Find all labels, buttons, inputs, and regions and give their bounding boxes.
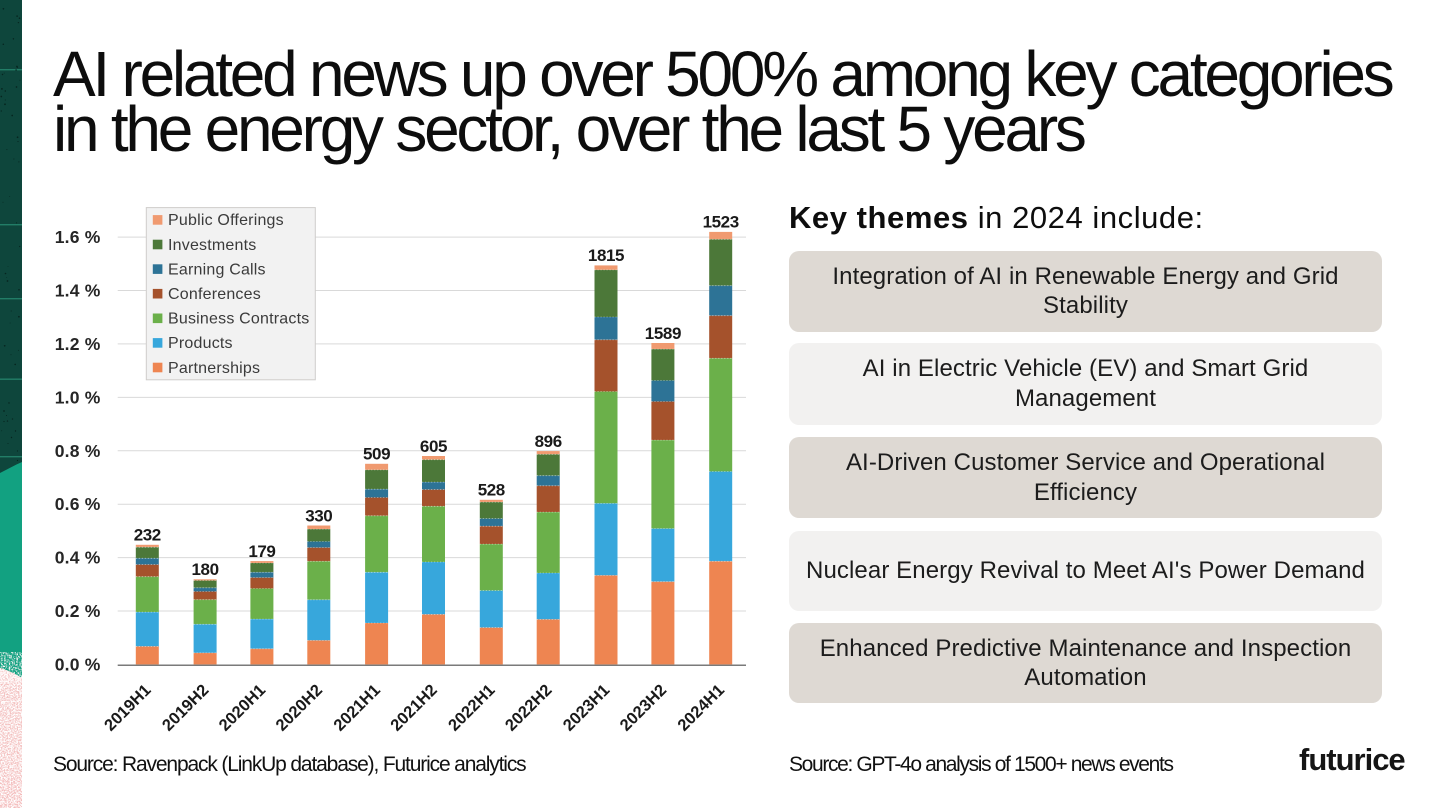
svg-text:Partnerships: Partnerships: [168, 360, 260, 377]
svg-text:Conferences: Conferences: [168, 286, 261, 303]
svg-text:180: 180: [192, 560, 219, 579]
svg-text:2022H1: 2022H1: [445, 681, 499, 735]
svg-text:2023H1: 2023H1: [560, 681, 614, 735]
svg-text:1.4 %: 1.4 %: [55, 281, 101, 301]
svg-text:2022H2: 2022H2: [502, 681, 556, 735]
svg-text:0.2 %: 0.2 %: [55, 601, 101, 621]
svg-text:2019H2: 2019H2: [159, 681, 213, 735]
svg-text:Public Offerings: Public Offerings: [168, 212, 284, 229]
svg-text:528: 528: [478, 481, 505, 500]
svg-text:Earning Calls: Earning Calls: [168, 261, 266, 278]
svg-text:1.6 %: 1.6 %: [55, 227, 101, 247]
svg-text:1589: 1589: [645, 324, 681, 343]
svg-text:0.4 %: 0.4 %: [55, 548, 101, 568]
svg-text:2021H2: 2021H2: [387, 681, 441, 735]
svg-text:1.2 %: 1.2 %: [55, 334, 101, 354]
svg-text:2023H2: 2023H2: [617, 681, 671, 735]
svg-text:2020H1: 2020H1: [216, 681, 270, 735]
svg-text:232: 232: [134, 526, 161, 545]
svg-text:2021H1: 2021H1: [330, 681, 384, 735]
svg-text:1.0 %: 1.0 %: [55, 387, 101, 407]
svg-text:509: 509: [363, 445, 390, 464]
svg-text:179: 179: [248, 542, 275, 561]
svg-text:605: 605: [420, 437, 447, 456]
svg-text:0.0 %: 0.0 %: [55, 654, 101, 674]
svg-text:0.8 %: 0.8 %: [55, 441, 101, 461]
svg-text:Products: Products: [168, 335, 233, 352]
svg-text:Investments: Investments: [168, 237, 256, 254]
svg-text:2020H2: 2020H2: [273, 681, 327, 735]
svg-text:0.6 %: 0.6 %: [55, 494, 101, 514]
svg-text:2019H1: 2019H1: [101, 681, 155, 735]
svg-text:896: 896: [535, 432, 562, 451]
svg-text:1523: 1523: [703, 213, 739, 232]
svg-text:Business Contracts: Business Contracts: [168, 311, 309, 328]
svg-text:1815: 1815: [588, 246, 624, 265]
svg-text:2024H1: 2024H1: [674, 681, 728, 735]
svg-text:330: 330: [305, 506, 332, 525]
